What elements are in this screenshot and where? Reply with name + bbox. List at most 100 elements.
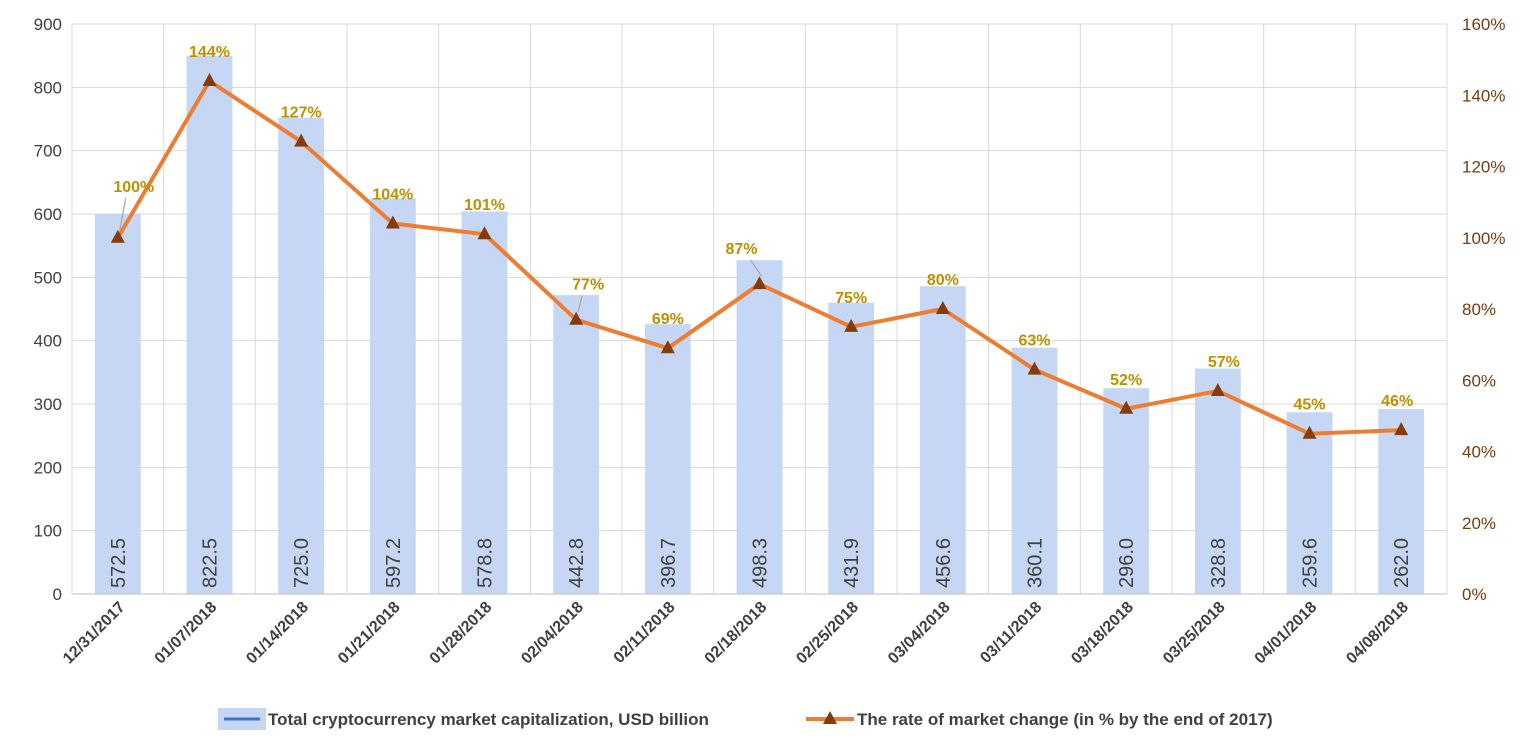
percent-value-label: 101%: [464, 197, 505, 214]
x-tick-label: 01/14/2018: [243, 599, 312, 668]
y-right-tick-label: 40%: [1462, 443, 1496, 462]
y-left-tick-label: 300: [34, 395, 62, 414]
legend-label-bar: Total cryptocurrency market capitalizati…: [268, 710, 709, 729]
line-series: [110, 73, 1409, 439]
x-tick-label: 01/21/2018: [335, 599, 404, 668]
bar-value-label: 328.8: [1208, 538, 1230, 588]
line-point-marker: [1302, 425, 1317, 439]
y-left-tick-label: 400: [34, 332, 62, 351]
percent-value-label: 45%: [1293, 397, 1325, 414]
bar-value-label: 822.5: [200, 538, 222, 588]
percent-value-label: 75%: [835, 290, 867, 307]
line-point-marker: [1027, 361, 1042, 375]
bar: [1103, 388, 1150, 594]
percent-value-label: 80%: [927, 272, 959, 289]
percent-value-label: 144%: [189, 44, 230, 61]
y-left-tick-label: 900: [34, 15, 62, 34]
line-point-marker: [569, 311, 584, 325]
x-tick-label: 03/18/2018: [1068, 599, 1137, 668]
x-tick-label: 02/04/2018: [518, 599, 587, 668]
x-tick-label: 03/11/2018: [977, 599, 1045, 667]
x-tick-label: 02/18/2018: [702, 599, 771, 668]
bar: [1011, 347, 1058, 594]
bar-value-label: 597.2: [383, 538, 405, 588]
y-right-tick-label: 120%: [1462, 158, 1505, 177]
y-left-tick-label: 700: [34, 142, 62, 161]
y-right-tick-label: 80%: [1462, 300, 1496, 319]
bar-labels: 572.5 822.5 725.0 597.2 578.8 442.8 396.7 498.3…: [108, 538, 1413, 588]
legend-label-line: The rate of market change (in % by the e…: [857, 710, 1273, 729]
bar: [736, 260, 783, 594]
y-left-tick-label: 600: [34, 205, 62, 224]
bar: [94, 214, 141, 594]
bar-value-label: 259.6: [1300, 538, 1322, 588]
percent-value-label: 69%: [652, 311, 684, 328]
percent-label-leader: [750, 259, 762, 277]
y-right-tick-label: 100%: [1462, 229, 1505, 248]
line-point-marker: [385, 215, 400, 229]
line-point-marker: [844, 318, 859, 332]
bar-value-label: 456.6: [933, 538, 955, 588]
line-point-marker: [660, 340, 675, 354]
percent-value-label: 46%: [1381, 393, 1413, 410]
bar: [369, 198, 416, 594]
bars: [94, 55, 1425, 594]
legend: Total cryptocurrency market capitalizati…: [218, 708, 1273, 730]
bar: [919, 286, 966, 594]
x-tick-label: 01/07/2018: [152, 599, 221, 668]
bar-value-label: 442.8: [566, 538, 588, 588]
percent-value-label: 100%: [113, 179, 154, 196]
x-tick-label: 03/04/2018: [885, 599, 954, 668]
x-tick-label: 02/25/2018: [793, 599, 862, 668]
y-right-tick-label: 160%: [1462, 15, 1505, 34]
percent-label-leader: [577, 295, 583, 312]
bar: [1378, 409, 1425, 594]
line-point-marker: [477, 226, 492, 240]
line-point-marker: [1210, 382, 1225, 396]
percent-labels: 100% 144% 127% 104% 101% 77% 69% 87% 75% 80% 63% 52…: [113, 44, 1413, 414]
bar: [461, 211, 508, 594]
line-point-marker: [1119, 400, 1134, 414]
percent-value-label: 57%: [1208, 354, 1240, 371]
x-tick-label: 04/01/2018: [1252, 599, 1321, 668]
bar-value-label: 431.9: [841, 538, 863, 588]
bar-value-label: 498.3: [750, 538, 772, 588]
y-right-tick-label: 0%: [1462, 585, 1487, 604]
bar: [644, 324, 691, 594]
percent-label-leader: [119, 197, 127, 230]
legend-marker-triangle: [823, 711, 837, 724]
percent-value-label: 87%: [725, 241, 757, 258]
percent-value-label: 63%: [1018, 333, 1050, 350]
bar-value-label: 725.0: [291, 538, 313, 588]
y-right-tick-label: 60%: [1462, 371, 1496, 390]
y-left-tick-label: 100: [34, 522, 62, 541]
bar: [186, 55, 233, 594]
line-point-marker: [294, 133, 309, 147]
y-right-tick-label: 20%: [1462, 514, 1496, 533]
percent-value-label: 104%: [372, 187, 413, 204]
line-point-marker: [202, 73, 217, 86]
bar-value-label: 296.0: [1116, 538, 1138, 588]
bar-value-label: 396.7: [658, 538, 680, 588]
bar-value-label: 572.5: [108, 538, 130, 588]
bar: [278, 117, 325, 594]
bar-value-label: 578.8: [475, 538, 497, 588]
percent-value-label: 77%: [572, 277, 604, 294]
bar: [828, 302, 875, 594]
y-left-tick-label: 200: [34, 458, 62, 477]
y-right-tick-label: 140%: [1462, 86, 1505, 105]
line-point-marker: [1394, 422, 1409, 436]
y-left-tick-label: 0: [53, 585, 62, 604]
bar-value-label: 360.1: [1025, 538, 1047, 588]
bar: [553, 295, 600, 594]
bar: [1286, 412, 1333, 594]
percent-value-label: 52%: [1110, 372, 1142, 389]
x-tick-label: 01/28/2018: [427, 599, 496, 668]
y-left-tick-label: 800: [34, 78, 62, 97]
line-point-marker: [752, 276, 767, 290]
percent-value-label: 127%: [281, 105, 322, 122]
x-tick-label: 03/25/2018: [1160, 599, 1229, 668]
x-tick-label: 04/08/2018: [1343, 599, 1412, 668]
